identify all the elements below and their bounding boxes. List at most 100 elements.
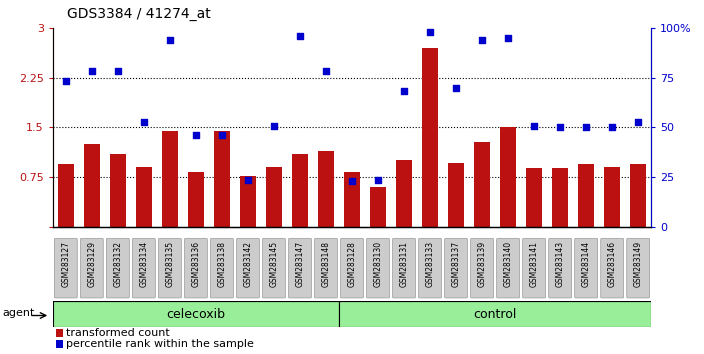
Bar <box>630 164 646 227</box>
Bar <box>56 329 63 337</box>
Point <box>372 177 384 183</box>
Text: GSM283127: GSM283127 <box>61 241 70 287</box>
Bar <box>136 167 151 227</box>
Text: GSM283144: GSM283144 <box>582 241 591 287</box>
Point <box>346 178 358 184</box>
FancyBboxPatch shape <box>184 239 208 298</box>
FancyBboxPatch shape <box>627 239 650 298</box>
Bar <box>214 131 230 227</box>
Bar <box>448 163 464 227</box>
Text: GSM283147: GSM283147 <box>296 241 304 287</box>
Point <box>398 88 410 94</box>
Bar <box>53 301 339 327</box>
Text: GSM283128: GSM283128 <box>348 241 356 287</box>
Text: GSM283136: GSM283136 <box>191 241 201 287</box>
Point <box>320 68 332 74</box>
Point <box>190 132 201 138</box>
FancyBboxPatch shape <box>315 239 337 298</box>
Bar <box>396 160 412 227</box>
Text: control: control <box>473 308 517 321</box>
Bar <box>292 154 308 227</box>
Bar <box>56 339 63 348</box>
Bar <box>604 167 620 227</box>
Point <box>529 123 540 129</box>
FancyBboxPatch shape <box>289 239 311 298</box>
Text: GSM283149: GSM283149 <box>634 241 643 287</box>
Bar <box>339 301 651 327</box>
Point <box>503 35 514 41</box>
Point <box>216 132 227 138</box>
Bar <box>553 169 568 227</box>
Bar <box>422 48 438 227</box>
Point <box>112 68 123 74</box>
Point <box>607 125 618 130</box>
Point <box>477 38 488 43</box>
FancyBboxPatch shape <box>54 239 77 298</box>
FancyBboxPatch shape <box>80 239 103 298</box>
FancyBboxPatch shape <box>574 239 598 298</box>
Bar <box>318 150 334 227</box>
FancyBboxPatch shape <box>237 239 259 298</box>
Bar <box>501 127 516 227</box>
Point <box>138 119 149 125</box>
Text: GSM283129: GSM283129 <box>87 241 96 287</box>
Point <box>581 125 592 130</box>
Text: GSM283139: GSM283139 <box>477 241 486 287</box>
Text: GSM283143: GSM283143 <box>555 241 565 287</box>
Text: GSM283141: GSM283141 <box>529 241 539 287</box>
Bar <box>370 187 386 227</box>
Text: GSM283140: GSM283140 <box>503 241 513 287</box>
FancyBboxPatch shape <box>419 239 441 298</box>
Bar <box>110 154 125 227</box>
Bar <box>266 167 282 227</box>
Point <box>633 119 644 125</box>
Point <box>451 85 462 91</box>
Point <box>425 29 436 34</box>
Text: GDS3384 / 41274_at: GDS3384 / 41274_at <box>67 7 210 21</box>
FancyBboxPatch shape <box>496 239 520 298</box>
FancyBboxPatch shape <box>548 239 572 298</box>
Text: GSM283133: GSM283133 <box>425 241 434 287</box>
FancyBboxPatch shape <box>445 239 467 298</box>
Bar <box>84 144 100 227</box>
FancyBboxPatch shape <box>601 239 624 298</box>
Text: GSM283132: GSM283132 <box>113 241 122 287</box>
Text: GSM283142: GSM283142 <box>244 241 253 287</box>
Bar <box>579 164 594 227</box>
FancyBboxPatch shape <box>158 239 182 298</box>
Point <box>555 125 566 130</box>
FancyBboxPatch shape <box>522 239 546 298</box>
FancyBboxPatch shape <box>210 239 233 298</box>
Text: GSM283135: GSM283135 <box>165 241 175 287</box>
Text: GSM283146: GSM283146 <box>608 241 617 287</box>
Text: GSM283130: GSM283130 <box>374 241 382 287</box>
Bar <box>162 131 177 227</box>
Bar <box>188 172 203 227</box>
Text: GSM283148: GSM283148 <box>322 241 330 287</box>
Point <box>164 38 175 43</box>
FancyBboxPatch shape <box>263 239 285 298</box>
Text: agent: agent <box>3 308 35 318</box>
Text: GSM283131: GSM283131 <box>400 241 408 287</box>
Text: GSM283138: GSM283138 <box>218 241 227 287</box>
Bar <box>344 172 360 227</box>
Bar <box>58 164 74 227</box>
Text: GSM283145: GSM283145 <box>270 241 279 287</box>
Point <box>268 123 279 129</box>
FancyBboxPatch shape <box>393 239 415 298</box>
Point <box>60 78 71 84</box>
Point <box>242 177 253 183</box>
FancyBboxPatch shape <box>471 239 494 298</box>
Bar <box>240 176 256 227</box>
Text: GSM283134: GSM283134 <box>139 241 149 287</box>
FancyBboxPatch shape <box>367 239 389 298</box>
FancyBboxPatch shape <box>341 239 363 298</box>
Bar <box>527 169 542 227</box>
Text: celecoxib: celecoxib <box>166 308 225 321</box>
FancyBboxPatch shape <box>132 239 156 298</box>
Text: transformed count: transformed count <box>66 328 170 338</box>
Point <box>294 33 306 39</box>
Bar <box>474 142 490 227</box>
Text: percentile rank within the sample: percentile rank within the sample <box>66 339 254 349</box>
Text: GSM283137: GSM283137 <box>451 241 460 287</box>
